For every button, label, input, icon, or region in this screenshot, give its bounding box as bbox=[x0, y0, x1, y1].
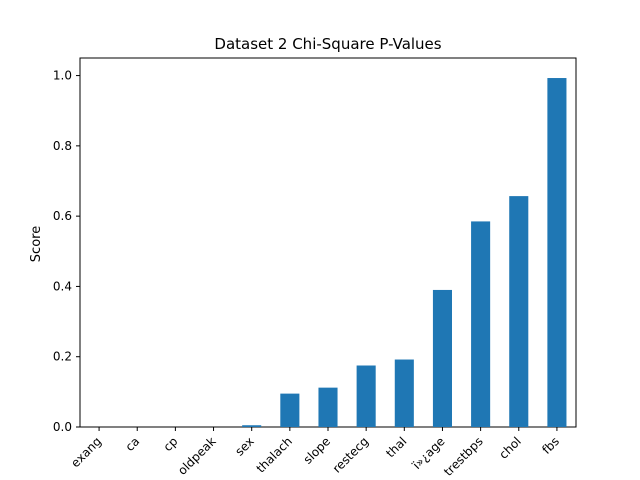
x-tick-label: chol bbox=[496, 434, 523, 461]
x-tick-label: cp bbox=[161, 434, 181, 454]
bar-trestbps bbox=[471, 221, 491, 427]
bar-age bbox=[432, 289, 452, 427]
y-tick-label: 0.6 bbox=[53, 209, 72, 223]
chart-title: Dataset 2 Chi-Square P-Values bbox=[214, 35, 441, 53]
bar-slope bbox=[318, 387, 338, 427]
x-tick-label: thal bbox=[383, 434, 409, 460]
bar-fbs bbox=[547, 78, 567, 427]
x-tick-label: sex bbox=[232, 434, 256, 458]
y-axis: 0.0 0.2 0.4 0.6 0.8 1.0 bbox=[53, 69, 80, 434]
bar-sex bbox=[242, 425, 262, 427]
x-tick-label: restecg bbox=[330, 434, 371, 475]
y-axis-label: Score bbox=[29, 226, 44, 262]
bars bbox=[242, 78, 567, 427]
plot-area bbox=[79, 57, 577, 428]
x-tick-label: exang bbox=[68, 434, 104, 470]
bar-chol bbox=[509, 196, 529, 427]
plot-frame bbox=[79, 57, 577, 428]
y-tick-label: 0.0 bbox=[53, 420, 72, 434]
x-tick-label: trestbps bbox=[441, 434, 486, 479]
x-tick-label: slope bbox=[301, 434, 333, 466]
bar-thalach bbox=[280, 393, 300, 427]
bar-thal bbox=[394, 359, 414, 427]
y-tick-label: 0.2 bbox=[53, 350, 72, 364]
x-tick-label: thalach bbox=[254, 434, 295, 475]
y-tick-label: 0.8 bbox=[53, 139, 72, 153]
y-tick-label: 0.4 bbox=[53, 279, 72, 293]
bar-restecg bbox=[356, 365, 376, 427]
x-tick-label: ca bbox=[123, 434, 143, 454]
x-tick-label: fbs bbox=[539, 434, 562, 457]
x-tick-label: oldpeak bbox=[175, 434, 219, 478]
y-tick-label: 1.0 bbox=[53, 69, 72, 83]
